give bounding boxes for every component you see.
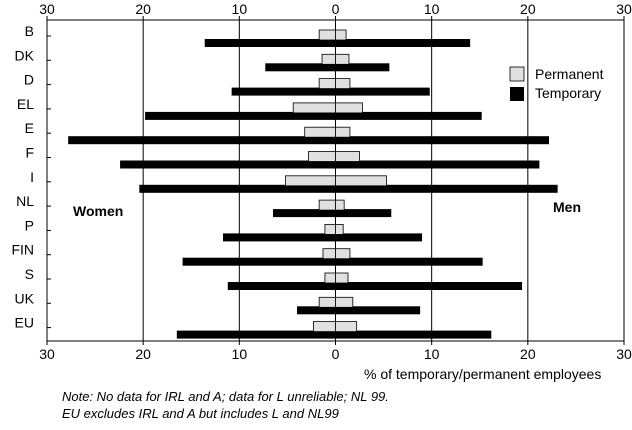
bar-men-temporary xyxy=(335,282,523,290)
category-label: F xyxy=(25,145,34,161)
x-tick-label-top: 0 xyxy=(332,1,340,17)
men-label: Men xyxy=(553,199,581,215)
bar-men-temporary xyxy=(335,136,549,145)
bar-women-temporary xyxy=(182,257,336,266)
bar-men-permanent xyxy=(335,53,350,65)
x-tick-label-bottom: 10 xyxy=(424,346,440,362)
x-tick-label-top: 10 xyxy=(232,1,248,17)
bar-men-permanent xyxy=(335,321,358,333)
note-line-1: Note: No data for IRL and A; data for L … xyxy=(62,389,389,404)
x-tick-label-top: 20 xyxy=(135,1,151,17)
x-tick-label-bottom: 20 xyxy=(135,346,151,362)
bar-women-temporary xyxy=(297,306,336,315)
bar-men-temporary xyxy=(335,39,471,47)
bar-men-permanent xyxy=(335,272,349,284)
women-label: Women xyxy=(73,203,123,219)
category-label: NL xyxy=(16,193,34,209)
bar-women-temporary xyxy=(272,209,336,218)
category-label: DK xyxy=(15,47,35,63)
x-tick-label-bottom: 30 xyxy=(39,346,55,362)
bar-women-permanent xyxy=(321,53,336,65)
note-line-2: EU excludes IRL and A but includes L and… xyxy=(62,406,339,421)
x-axis-title: % of temporary/permanent employees xyxy=(364,366,601,382)
bar-women-permanent xyxy=(318,78,336,89)
bar-men-permanent xyxy=(335,29,347,41)
category-label: EL xyxy=(17,96,34,112)
bar-men-permanent xyxy=(335,296,354,308)
bar-men-temporary xyxy=(335,209,392,218)
bar-men-temporary xyxy=(335,257,483,266)
bar-men-permanent xyxy=(335,126,351,138)
bar-women-temporary xyxy=(231,87,336,96)
bar-women-permanent xyxy=(318,296,336,308)
bar-men-permanent xyxy=(335,248,351,260)
bar-women-permanent xyxy=(312,321,336,333)
bar-men-temporary xyxy=(335,184,558,193)
category-label: FIN xyxy=(11,242,34,258)
bar-women-permanent xyxy=(318,199,336,211)
bar-men-permanent xyxy=(335,78,351,89)
category-label: I xyxy=(30,169,34,185)
category-label: P xyxy=(25,217,34,233)
bar-women-temporary xyxy=(227,282,336,290)
bar-men-temporary xyxy=(335,87,430,96)
bar-men-permanent xyxy=(335,175,387,187)
category-label: S xyxy=(25,266,34,282)
category-label: D xyxy=(24,72,34,88)
bar-women-permanent xyxy=(318,29,336,41)
x-tick-label-bottom: 0 xyxy=(332,346,340,362)
bar-men-temporary xyxy=(335,233,423,242)
bar-men-permanent xyxy=(335,199,345,211)
legend-label-temporary: Temporary xyxy=(535,85,601,101)
bar-women-permanent xyxy=(324,272,336,284)
bar-women-permanent xyxy=(304,126,336,138)
x-tick-label-top: 30 xyxy=(616,1,632,17)
bar-women-temporary xyxy=(120,160,336,169)
bar-women-permanent xyxy=(285,175,336,187)
bar-women-temporary xyxy=(139,184,336,193)
bar-men-temporary xyxy=(335,63,390,72)
bar-women-temporary xyxy=(68,136,336,145)
bar-women-permanent xyxy=(324,223,336,235)
x-tick-label-bottom: 20 xyxy=(520,346,536,362)
legend-label-permanent: Permanent xyxy=(535,66,604,82)
category-label: B xyxy=(25,23,34,39)
x-tick-label-top: 30 xyxy=(39,1,55,17)
x-tick-label-bottom: 30 xyxy=(616,346,632,362)
bar-women-permanent xyxy=(292,102,336,114)
bar-women-permanent xyxy=(322,248,336,260)
x-tick-label-top: 10 xyxy=(424,1,440,17)
legend-swatch-temporary xyxy=(510,87,524,101)
bar-women-temporary xyxy=(265,63,336,72)
bar-women-temporary xyxy=(176,330,336,339)
bar-men-temporary xyxy=(335,160,540,169)
x-tick-label-bottom: 10 xyxy=(232,346,248,362)
bar-men-temporary xyxy=(335,111,482,120)
category-label: EU xyxy=(15,315,34,331)
bar-men-permanent xyxy=(335,151,360,162)
x-tick-label-top: 20 xyxy=(520,1,536,17)
bar-men-temporary xyxy=(335,330,492,339)
bar-men-permanent xyxy=(335,223,344,235)
bar-women-temporary xyxy=(222,233,336,242)
bar-men-temporary xyxy=(335,306,421,315)
bar-women-permanent xyxy=(308,151,336,162)
category-label: E xyxy=(25,120,34,136)
bar-men-permanent xyxy=(335,102,363,114)
category-label: UK xyxy=(15,290,35,306)
bar-women-temporary xyxy=(145,111,336,120)
bar-women-temporary xyxy=(204,39,336,47)
legend-swatch-permanent xyxy=(509,66,525,82)
